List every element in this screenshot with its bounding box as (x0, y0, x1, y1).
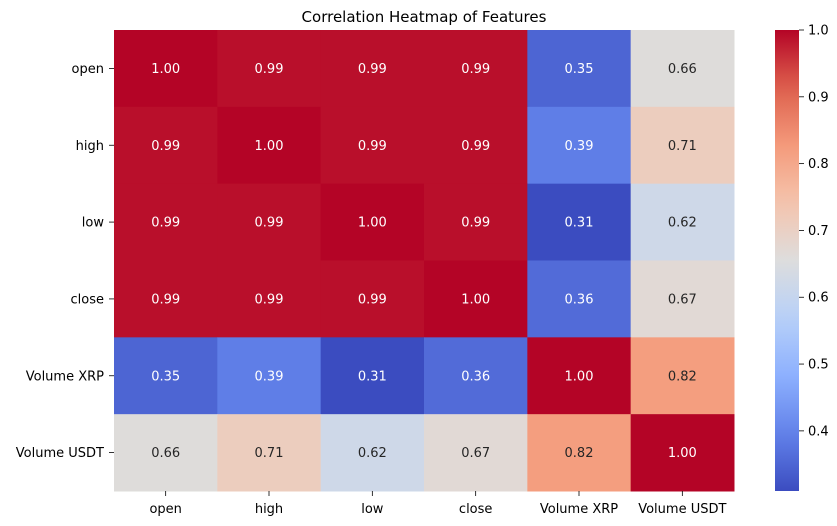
cell-value-label: 0.99 (461, 139, 490, 154)
y-tick-label: Volume XRP (26, 369, 104, 384)
colorbar-tick-label: 0.8 (808, 157, 829, 172)
heatmap-cell (424, 414, 528, 492)
y-tick-label: Volume USDT (16, 446, 104, 461)
x-tick-label: Volume XRP (540, 502, 618, 517)
cell-value-label: 0.71 (255, 446, 284, 461)
heatmap-cell (114, 183, 218, 261)
heatmap-cell (217, 337, 322, 415)
colorbar-gradient (775, 30, 799, 491)
heatmap-cell (114, 260, 218, 338)
heatmap-cell (320, 30, 425, 108)
cell-value-label: 1.00 (565, 369, 594, 384)
cell-value-label: 0.99 (358, 292, 387, 307)
heatmap-cell (424, 260, 528, 338)
heatmap-cell (527, 414, 632, 492)
cell-value-label: 1.00 (461, 292, 490, 307)
heatmap-cell (320, 337, 425, 415)
colorbar-tick-label: 0.4 (808, 424, 829, 439)
x-tick-label: open (149, 502, 181, 517)
heatmap-cell (320, 183, 425, 261)
colorbar-tick-label: 0.5 (808, 358, 829, 373)
heatmap-cell (320, 106, 425, 185)
heatmap-cell (320, 260, 425, 338)
cell-value-label: 0.71 (668, 139, 697, 154)
heatmap-cell (630, 414, 735, 492)
y-tick-label: open (72, 62, 104, 77)
cell-value-label: 0.67 (668, 292, 697, 307)
heatmap-cell (217, 106, 322, 185)
cell-value-label: 1.00 (151, 62, 180, 77)
cell-value-label: 0.99 (358, 139, 387, 154)
cell-value-label: 0.99 (358, 62, 387, 77)
cell-value-label: 0.39 (255, 369, 284, 384)
cell-value-label: 0.39 (565, 139, 594, 154)
cell-value-label: 0.66 (151, 446, 180, 461)
cell-value-label: 1.00 (255, 139, 284, 154)
heatmap-cell (424, 106, 528, 185)
cell-value-label: 0.62 (668, 216, 697, 231)
heatmap-cell (630, 260, 735, 338)
heatmap-cell (630, 30, 735, 108)
heatmap-cell (114, 414, 218, 492)
heatmap-cell (114, 337, 218, 415)
cell-value-label: 1.00 (668, 446, 697, 461)
chart-title: Correlation Heatmap of Features (302, 8, 547, 26)
cell-value-label: 0.36 (565, 292, 594, 307)
cell-value-label: 0.99 (151, 292, 180, 307)
x-axis: open high low close Volume XRP Volume USDT (149, 491, 726, 517)
heatmap-cell (630, 183, 735, 261)
cell-value-label: 0.66 (668, 62, 697, 77)
heatmap-cell (114, 106, 218, 185)
y-tick-label: high (76, 139, 104, 154)
cell-value-label: 0.36 (461, 369, 490, 384)
cell-value-label: 0.67 (461, 446, 490, 461)
y-tick-label: close (71, 292, 104, 307)
heatmap-cell (527, 260, 632, 338)
cell-value-label: 0.82 (668, 369, 697, 384)
heatmap-cell (217, 30, 322, 108)
heatmap-cell (424, 337, 528, 415)
x-tick-label: low (361, 502, 384, 517)
heatmap-cell (527, 337, 632, 415)
cell-value-label: 0.99 (151, 216, 180, 231)
heatmap-cell (114, 30, 218, 108)
x-tick-label: close (459, 502, 492, 517)
cell-value-label: 0.99 (255, 62, 284, 77)
heatmap-cell (217, 260, 322, 338)
cell-value-label: 0.82 (565, 446, 594, 461)
heatmap-cells: 1.00 0.99 0.99 0.99 0.35 0.66 0.99 1.00 0.99 0.99… (114, 30, 735, 492)
heatmap-cell (630, 106, 735, 185)
cell-value-label: 0.62 (358, 446, 387, 461)
colorbar-tick-label: 0.6 (808, 291, 829, 306)
colorbar-tick-label: 0.7 (808, 224, 829, 239)
x-tick-label: Volume USDT (638, 502, 726, 517)
heatmap-cell (527, 106, 632, 185)
cell-value-label: 0.99 (461, 62, 490, 77)
heatmap-cell (527, 183, 632, 261)
cell-value-label: 1.00 (358, 216, 387, 231)
colorbar: 0.4 0.5 0.6 0.7 0.8 0.9 1.0 (775, 24, 829, 491)
cell-value-label: 0.99 (255, 216, 284, 231)
cell-value-label: 0.35 (151, 369, 180, 384)
heatmap-cell (217, 183, 322, 261)
cell-value-label: 0.99 (255, 292, 284, 307)
heatmap-cell (424, 183, 528, 261)
x-tick-label: high (255, 502, 283, 517)
y-axis: open high low close Volume XRP Volume USDT (16, 62, 114, 461)
heatmap-cell (320, 414, 425, 492)
y-tick-label: low (82, 216, 105, 231)
heatmap-cell (630, 337, 735, 415)
colorbar-tick-label: 1.0 (808, 24, 829, 39)
cell-value-label: 0.99 (461, 216, 490, 231)
heatmap-cell (527, 30, 632, 108)
cell-value-label: 0.31 (358, 369, 387, 384)
heatmap-cell (217, 414, 322, 492)
cell-value-label: 0.35 (565, 62, 594, 77)
cell-value-label: 0.99 (151, 139, 180, 154)
heatmap-cell (424, 30, 528, 108)
cell-value-label: 0.31 (565, 216, 594, 231)
colorbar-tick-label: 0.9 (808, 90, 829, 105)
